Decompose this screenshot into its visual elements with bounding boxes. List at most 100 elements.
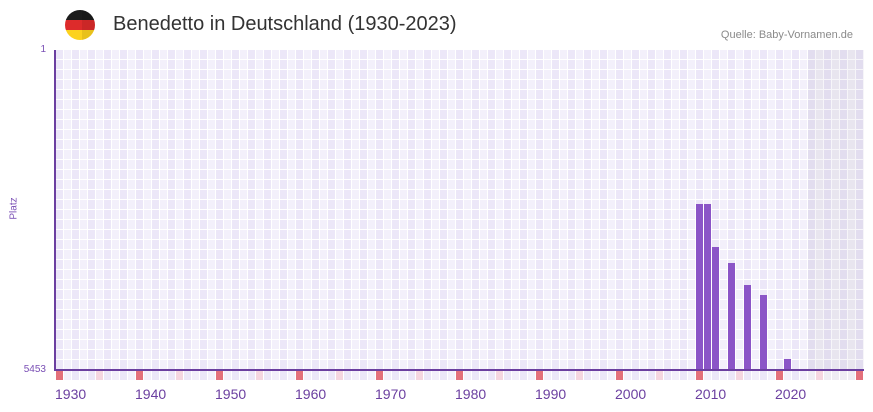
- year-marker: [336, 371, 343, 380]
- year-marker: [312, 371, 319, 380]
- year-marker: [160, 371, 167, 380]
- x-tick-label: 1930: [55, 386, 87, 402]
- year-marker: [488, 371, 495, 380]
- year-marker: [232, 371, 239, 380]
- year-marker: [304, 371, 311, 380]
- year-marker: [360, 371, 367, 380]
- year-marker: [656, 371, 663, 380]
- year-marker: [208, 371, 215, 380]
- year-marker: [760, 371, 767, 380]
- year-marker: [792, 371, 799, 380]
- year-marker: [584, 371, 591, 380]
- bar-2012[interactable]: [712, 246, 719, 370]
- year-marker: [600, 371, 607, 380]
- bar-2011[interactable]: [704, 204, 711, 370]
- year-marker: [344, 371, 351, 380]
- year-marker: [704, 371, 711, 380]
- year-marker: [576, 371, 583, 380]
- year-marker: [528, 371, 535, 380]
- year-marker: [384, 371, 391, 380]
- year-marker: [840, 371, 847, 380]
- future-shaded-region: [808, 50, 864, 370]
- germany-flag-icon: [65, 10, 95, 40]
- year-marker: [784, 371, 791, 380]
- year-marker: [264, 371, 271, 380]
- year-marker: [736, 371, 743, 380]
- x-tick-label: 2010: [695, 386, 727, 402]
- year-marker: [328, 371, 335, 380]
- year-marker: [816, 371, 823, 380]
- year-marker: [216, 371, 223, 380]
- year-marker: [616, 371, 623, 380]
- year-marker: [104, 371, 111, 380]
- x-tick-label: 1980: [455, 386, 487, 402]
- year-marker: [152, 371, 159, 380]
- year-marker: [288, 371, 295, 380]
- y-axis-bottom-label: 5453: [23, 364, 46, 375]
- year-marker: [192, 371, 199, 380]
- year-marker: [88, 371, 95, 380]
- year-marker: [392, 371, 399, 380]
- year-marker: [624, 371, 631, 380]
- year-marker: [720, 371, 727, 380]
- year-marker: [272, 371, 279, 380]
- year-marker: [512, 371, 519, 380]
- x-tick-label: 1940: [135, 386, 167, 402]
- x-axis-labels: 1930 1940 1950 1960 1970 1980 1990 2000 2010 2020: [0, 386, 873, 406]
- year-marker: [856, 371, 863, 380]
- year-marker: [712, 371, 719, 380]
- year-marker: [224, 371, 231, 380]
- year-marker: [400, 371, 407, 380]
- year-marker: [456, 371, 463, 380]
- year-marker: [200, 371, 207, 380]
- year-marker: [608, 371, 615, 380]
- bar-2010[interactable]: [696, 204, 703, 370]
- year-marker: [632, 371, 639, 380]
- year-marker: [248, 371, 255, 380]
- year-marker: [120, 371, 127, 380]
- year-marker: [464, 371, 471, 380]
- year-marker: [416, 371, 423, 380]
- bar-2014[interactable]: [728, 263, 735, 370]
- year-marker: [472, 371, 479, 380]
- year-marker: [496, 371, 503, 380]
- bar-2016[interactable]: [744, 285, 751, 370]
- year-marker: [280, 371, 287, 380]
- y-axis-line: [54, 50, 56, 371]
- year-marker: [440, 371, 447, 380]
- year-marker: [808, 371, 815, 380]
- year-marker: [80, 371, 87, 380]
- year-marker: [256, 371, 263, 380]
- year-marker: [128, 371, 135, 380]
- year-marker: [592, 371, 599, 380]
- chart-title: Benedetto in Deutschland (1930-2023): [113, 13, 457, 35]
- y-axis-top-label: 1: [40, 44, 46, 55]
- x-tick-label: 1970: [375, 386, 407, 402]
- year-marker: [752, 371, 759, 380]
- year-marker: [648, 371, 655, 380]
- year-marker: [672, 371, 679, 380]
- year-marker: [728, 371, 735, 380]
- source-credit: Quelle: Baby-Vornamen.de: [720, 29, 853, 41]
- year-marker: [56, 371, 63, 380]
- year-marker: [64, 371, 71, 380]
- year-marker: [536, 371, 543, 380]
- year-marker: [664, 371, 671, 380]
- year-marker: [520, 371, 527, 380]
- x-tick-label: 2020: [775, 386, 807, 402]
- year-marker: [296, 371, 303, 380]
- year-marker: [832, 371, 839, 380]
- year-marker: [568, 371, 575, 380]
- year-marker: [800, 371, 807, 380]
- year-marker: [424, 371, 431, 380]
- year-marker: [112, 371, 119, 380]
- year-marker: [240, 371, 247, 380]
- year-marker: [184, 371, 191, 380]
- year-marker: [768, 371, 775, 380]
- year-marker: [688, 371, 695, 380]
- year-marker: [560, 371, 567, 380]
- bar-2021[interactable]: [784, 359, 791, 370]
- bar-2018[interactable]: [760, 294, 767, 370]
- year-marker: [744, 371, 751, 380]
- year-marker: [176, 371, 183, 380]
